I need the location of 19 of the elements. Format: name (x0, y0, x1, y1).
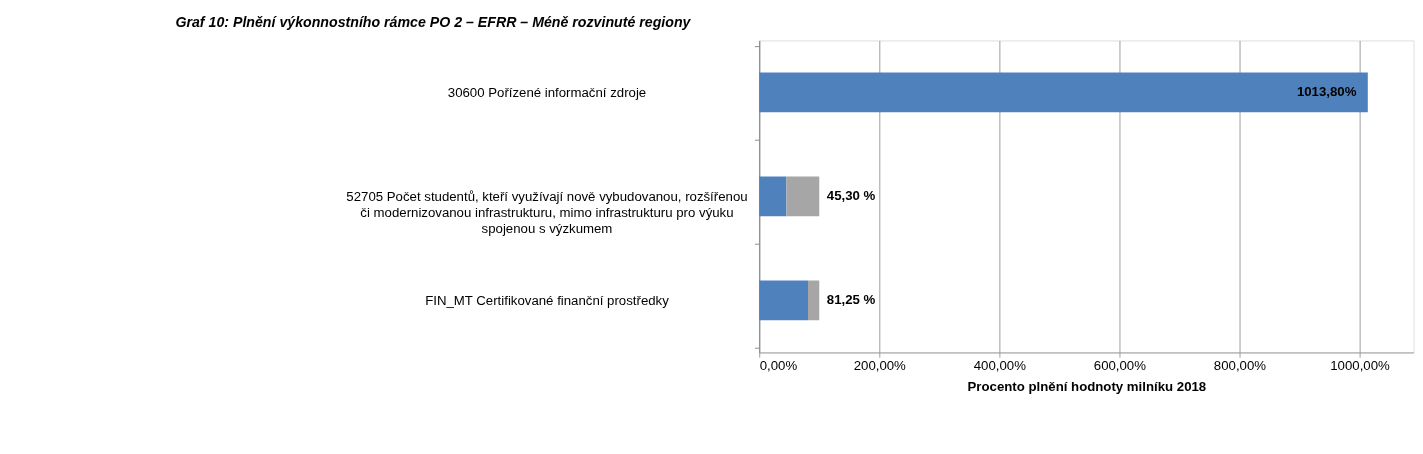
bar (808, 280, 820, 321)
bar (759, 72, 1368, 113)
data-label: 45,30 % (826, 188, 876, 204)
x-axis-title: Procento plnění hodnoty milníku 2018 (967, 378, 1207, 394)
y-tick-label: FIN_MT Certifikované finanční prostředky (425, 292, 670, 308)
data-label: 81,25 % (826, 292, 876, 308)
bar (759, 280, 809, 321)
bar (759, 176, 787, 217)
x-tick-label: 400,00% (973, 357, 1027, 373)
text: Graf 10: Plnění výkonnostního rámce PO 2 – EFRR – Méně rozvinuté regiony (175, 14, 692, 31)
y-tick-label: 30600 Pořízené informační zdroje (447, 84, 647, 100)
x-tick-label: 0,00% (759, 357, 798, 373)
x-tick-label: 200,00% (853, 357, 907, 373)
y-tick-label: 52705 Počet studentů, kteří využívají nově vybudovanou, rozšířenou či modernizovanou infrastrukturu, mimo infrastrukturu pro výuku spojenou s výzkumem (346, 188, 748, 236)
bar (786, 176, 820, 217)
data-label: 1013,80% (1296, 84, 1357, 100)
x-tick-label: 800,00% (1213, 357, 1267, 373)
x-tick-label: 600,00% (1093, 357, 1147, 373)
x-tick-label: 1000,00% (1330, 357, 1390, 373)
